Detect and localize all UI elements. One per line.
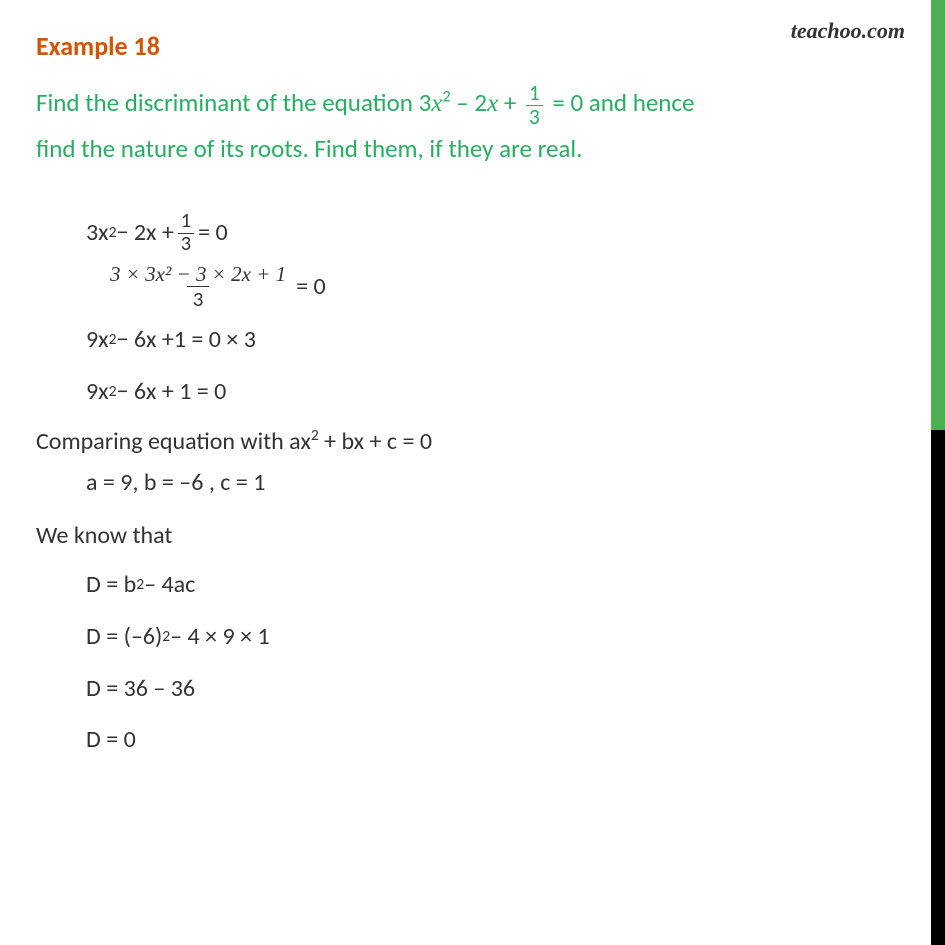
- problem-statement: Find the discriminant of the equation 3x…: [36, 82, 905, 170]
- prompt-var: x: [487, 90, 498, 117]
- comparing-text: Comparing equation with ax2 + bx + c = 0: [36, 426, 905, 456]
- equation-line: D = 36 – 36: [86, 666, 905, 712]
- eq-sup: 2: [109, 218, 117, 248]
- page-content: Example 18 Find the discriminant of the …: [0, 0, 945, 799]
- we-know-that: We know that: [36, 521, 905, 550]
- cmp-sup: 2: [311, 426, 319, 445]
- eq-fraction: 3 × 3x² − 3 × 2x + 13: [104, 262, 292, 311]
- page-accent-black: [931, 430, 945, 945]
- equation-line: 9x2 − 6x + 1 = 0: [86, 369, 905, 415]
- frac-num: 1: [178, 211, 194, 232]
- eq-sup: 2: [162, 622, 170, 652]
- prompt-var: x: [431, 90, 442, 117]
- eq-text: – 4 × 9 × 1: [170, 614, 269, 660]
- eq-text: − 2x +: [116, 210, 173, 256]
- eq-text: = 0: [198, 210, 228, 256]
- eq-text: − 6x + 1 = 0: [116, 369, 226, 415]
- equation-line: D = (–6)2 – 4 × 9 × 1: [86, 614, 905, 660]
- example-title: Example 18: [36, 30, 905, 62]
- prompt-text: find the nature of its roots. Find them,…: [36, 133, 582, 164]
- prompt-text: +: [498, 87, 522, 118]
- eq-text: − 6x +1 = 0 × 3: [116, 317, 255, 363]
- equation-line: 9x2 − 6x +1 = 0 × 3: [86, 317, 905, 363]
- frac-num: 3 × 3x² − 3 × 2x + 1: [104, 262, 292, 286]
- equation-line: D = b2 – 4ac: [86, 562, 905, 608]
- page-accent-green: [931, 0, 945, 430]
- watermark: teachoo.com: [791, 18, 905, 44]
- equation-line: D = 0: [86, 717, 905, 763]
- eq-text: – 4ac: [144, 562, 195, 608]
- frac-den: 3: [187, 286, 210, 311]
- eq-text: D = b: [86, 562, 136, 608]
- eq-text: 9x: [86, 369, 109, 415]
- cmp-text: + bx + c = 0: [319, 427, 432, 456]
- equation-line: 3 × 3x² − 3 × 2x + 13 = 0: [100, 262, 905, 311]
- prompt-text: – 2: [451, 87, 487, 118]
- prompt-text: Find the discriminant of the equation 3: [36, 87, 431, 118]
- math-derivation: 3x2 − 2x + 13 = 0 3 × 3x² − 3 × 2x + 13 …: [86, 210, 905, 414]
- eq-sup: 2: [136, 570, 144, 600]
- discriminant-calc: D = b2 – 4ac D = (–6)2 – 4 × 9 × 1 D = 3…: [86, 562, 905, 762]
- cmp-text: Comparing equation with ax: [36, 427, 311, 456]
- prompt-sup: 2: [442, 88, 450, 107]
- eq-text: = 0: [296, 264, 326, 310]
- equation-line: 3x2 − 2x + 13 = 0: [86, 210, 905, 256]
- frac-den: 3: [526, 105, 543, 128]
- prompt-fraction: 13: [526, 82, 543, 128]
- eq-text: 9x: [86, 317, 109, 363]
- frac-den: 3: [178, 233, 194, 255]
- eq-sup: 2: [109, 325, 117, 355]
- eq-fraction: 13: [178, 211, 194, 255]
- coefficients: a = 9, b = –6 , c = 1: [86, 468, 905, 497]
- eq-text: 3x: [86, 210, 109, 256]
- prompt-text: = 0 and hence: [547, 87, 695, 118]
- eq-sup: 2: [109, 377, 117, 407]
- frac-num: 1: [526, 82, 543, 104]
- eq-text: D = (–6): [86, 614, 162, 660]
